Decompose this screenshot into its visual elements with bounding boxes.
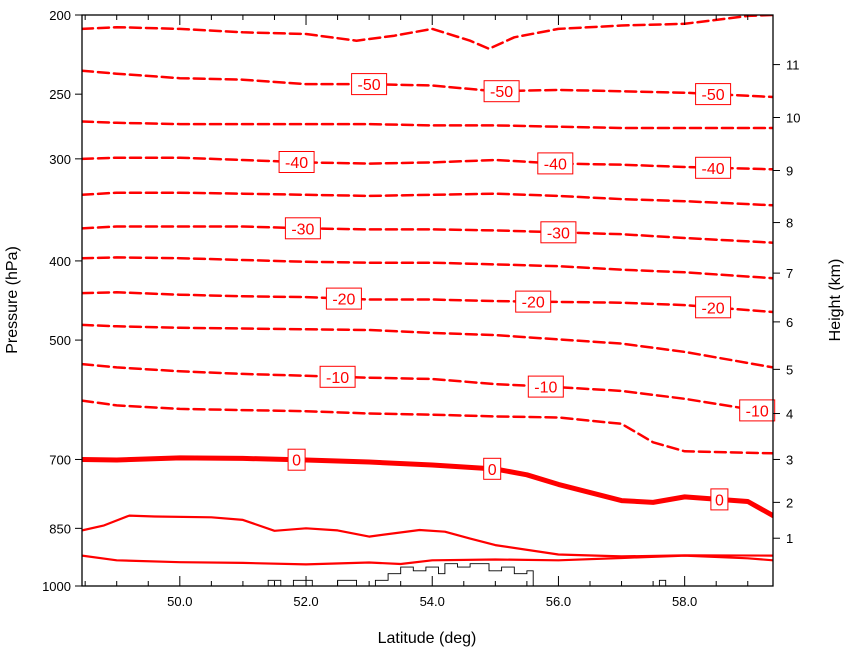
contour-label-box	[351, 73, 388, 96]
y-tick-label: 700	[49, 452, 71, 467]
contour-label-text: -40	[544, 156, 567, 173]
contour-label: -10	[527, 375, 564, 398]
y2-tick-label: 3	[786, 452, 793, 467]
y-tick-label: 850	[49, 521, 71, 536]
contour-label: 0	[483, 457, 502, 480]
contour-label-box	[319, 365, 356, 388]
contour-label: -20	[515, 290, 552, 313]
y-tick-label: 250	[49, 87, 71, 102]
x-tick-label: 54.0	[420, 594, 445, 609]
contour-label-box	[695, 156, 732, 179]
contour-label-text: -30	[547, 225, 570, 242]
contour-label-text: -20	[332, 292, 355, 309]
y-tick-label: 1000	[42, 579, 71, 594]
y-tick-label: 500	[49, 333, 71, 348]
contour-label: -10	[739, 399, 776, 422]
contour-label-box	[483, 80, 520, 103]
plot-frame	[81, 14, 774, 587]
contour-lines	[82, 15, 773, 566]
y2-tick-label: 6	[786, 315, 793, 330]
contour-label-text: -50	[490, 84, 513, 101]
y-tick-label: 200	[49, 8, 71, 23]
contour-line-5	[82, 225, 773, 244]
y2-tick-label: 8	[786, 216, 793, 231]
contour-line-13	[82, 554, 773, 566]
y2-axis-title: Height (km)	[827, 259, 844, 342]
contour-label-box	[540, 221, 577, 244]
y2-tick-label: 11	[786, 58, 800, 73]
y2-tick-label: 10	[786, 111, 800, 126]
contour-label: -50	[695, 83, 732, 106]
y-axis-title: Pressure (hPa)	[4, 246, 21, 354]
x-tick-label: 52.0	[293, 594, 318, 609]
y2-tick-label: 5	[786, 362, 793, 377]
contour-label: -50	[351, 73, 388, 96]
y2-tick-label: 1	[786, 531, 793, 546]
contour-line-7	[82, 291, 773, 314]
contour-label: -20	[695, 296, 732, 319]
x-tick-label: 50.0	[167, 594, 192, 609]
contour-label: -20	[325, 287, 362, 310]
contour-label-box	[537, 152, 574, 175]
contour-label-box	[527, 375, 564, 398]
contour-label: -30	[540, 221, 577, 244]
contour-label-text: -20	[522, 295, 545, 312]
contour-label-text: 0	[715, 492, 724, 509]
topography-outline	[267, 563, 667, 586]
contour-label-box	[739, 399, 776, 422]
y2-tick-label: 9	[786, 163, 793, 178]
contour-label-box	[515, 290, 552, 313]
y2-tick-label: 2	[786, 495, 793, 510]
y-tick-label: 300	[49, 152, 71, 167]
contour-line-3	[82, 156, 773, 171]
contour-label-text: -50	[702, 87, 725, 104]
contour-line-12	[82, 514, 773, 558]
axes: 50.0 52.0 54.0 56.0 58.020025030040050070085…	[42, 8, 800, 609]
contour-line-9	[82, 362, 773, 415]
y-tick-label: 400	[49, 254, 71, 269]
contour-line-2	[82, 120, 773, 130]
contour-label-text: -10	[746, 403, 769, 420]
x-tick-label: 56.0	[546, 594, 571, 609]
contour-label-box	[325, 287, 362, 310]
contour-label: -30	[284, 217, 321, 240]
contour-label-text: -30	[291, 221, 314, 238]
y2-tick-label: 7	[786, 266, 793, 281]
contour-label-box	[284, 217, 321, 240]
contour-label-text: -40	[285, 155, 308, 172]
contour-label-text: -50	[358, 77, 381, 94]
x-tick-label: 58.0	[672, 594, 697, 609]
contour-line-8	[82, 323, 773, 369]
contour-label: -50	[483, 80, 520, 103]
contour-label-box	[287, 448, 306, 471]
contour-label-box	[278, 151, 315, 173]
contour-label-text: 0	[488, 462, 497, 479]
contour-label-box	[483, 457, 502, 480]
contour-label: -10	[319, 365, 356, 388]
contour-label-box	[710, 488, 729, 511]
contour-label: 0	[287, 448, 306, 471]
contour-label: -40	[278, 151, 315, 173]
contour-label: 0	[710, 488, 729, 511]
contour-label: -40	[537, 152, 574, 175]
contour-labels: -50 -50 -50 -40 -40 -40 -30 -30 -20 -20 -20 -10 -10 -…	[278, 73, 776, 511]
contour-line-1	[82, 69, 773, 99]
contour-label-text: -10	[534, 380, 557, 397]
topography-line-0	[267, 563, 534, 586]
contour-label-text: -10	[326, 370, 349, 387]
contour-label-text: 0	[292, 453, 301, 470]
contour-line-4	[82, 191, 773, 207]
x-axis-title: Latitude (deg)	[378, 630, 477, 647]
contour-label-text: -40	[702, 161, 725, 178]
contour-label-text: -20	[702, 300, 725, 317]
contour-line-6	[82, 256, 773, 280]
topography-line-1	[658, 579, 667, 586]
y2-tick-label: 4	[786, 407, 793, 422]
contour-label-box	[695, 83, 732, 106]
contour-label: -40	[695, 156, 732, 179]
contour-label-box	[695, 296, 732, 319]
contour-line-0	[82, 15, 773, 51]
